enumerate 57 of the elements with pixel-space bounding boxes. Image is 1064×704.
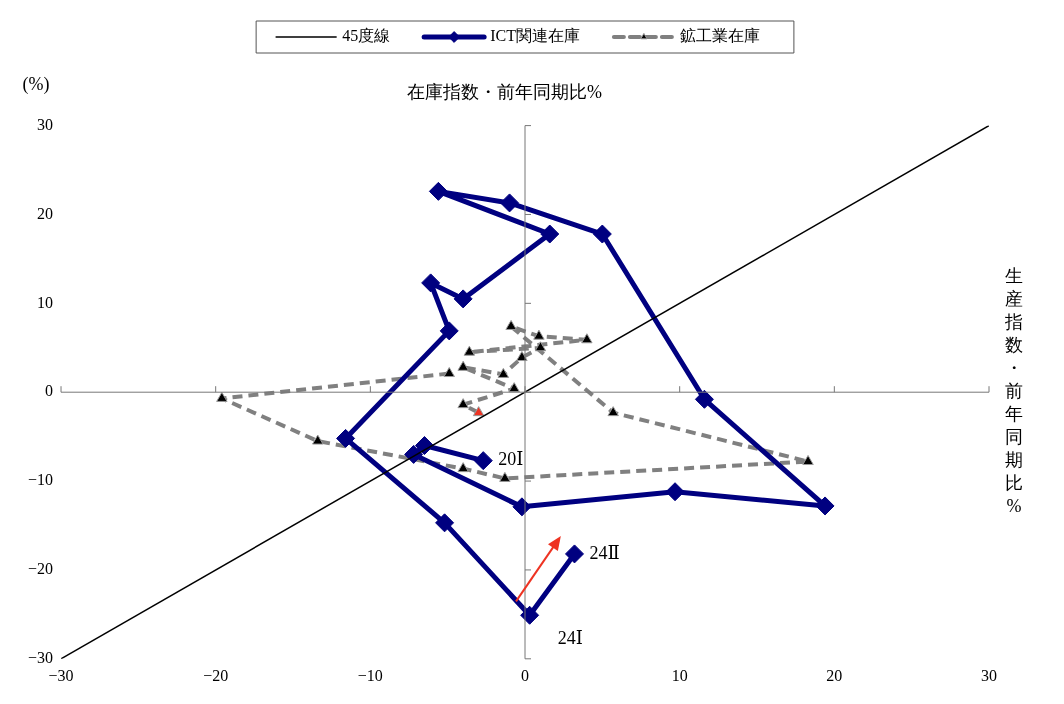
point (472, 406, 485, 417)
y-tick-label: −30 (27, 649, 54, 666)
y-axis-title: (%) (22, 74, 50, 96)
y-tick-label: 20 (37, 204, 54, 222)
legend-label: 鉱工業在庫 (679, 27, 760, 45)
point (512, 497, 532, 517)
legend-label: ICT関連在庫 (490, 27, 580, 45)
point (508, 382, 520, 393)
text: 生産指数・前年同期比% (1005, 265, 1023, 516)
x-tick-label: 10 (671, 666, 688, 684)
x-tick-label: 0 (521, 666, 530, 684)
point (443, 367, 455, 378)
point (802, 455, 814, 466)
point (516, 351, 528, 362)
point (581, 333, 593, 344)
point (533, 329, 545, 340)
point (592, 224, 612, 244)
point (216, 391, 228, 402)
point (457, 360, 469, 371)
point (439, 321, 459, 341)
y-tick-label: 0 (45, 382, 54, 400)
point (815, 496, 835, 516)
point (435, 513, 455, 533)
point (500, 193, 520, 213)
point (694, 389, 714, 409)
y-tick-label: −10 (27, 471, 54, 489)
point (607, 406, 619, 417)
x-tick-label: −10 (357, 666, 383, 684)
point (457, 462, 469, 473)
point (312, 434, 324, 445)
point (534, 341, 547, 352)
annotation: 24Ⅱ (589, 542, 620, 563)
point (499, 471, 511, 482)
chart-title: 在庫指数・前年同期比% (407, 81, 602, 102)
y-tick-label: −20 (27, 560, 54, 578)
point (421, 273, 441, 293)
x-tick-label: −30 (48, 666, 74, 684)
point (665, 482, 685, 502)
point (497, 367, 510, 378)
x-tick-label: −20 (203, 666, 229, 684)
point (473, 451, 493, 471)
point (463, 345, 476, 356)
point (336, 428, 356, 448)
annotation: 20Ⅰ (498, 449, 524, 470)
point (520, 605, 540, 625)
point (505, 319, 517, 330)
point (565, 544, 584, 564)
point (540, 224, 560, 244)
point (428, 181, 448, 201)
x-tick-label: 30 (981, 666, 997, 684)
y-tick-label: 10 (37, 293, 54, 311)
annotation: 24Ⅰ (557, 627, 583, 648)
legend-label: 45度線 (342, 27, 391, 45)
y-tick-label: 30 (37, 115, 54, 133)
point (457, 398, 469, 409)
point (453, 289, 473, 309)
x-tick-label: 20 (826, 666, 843, 684)
